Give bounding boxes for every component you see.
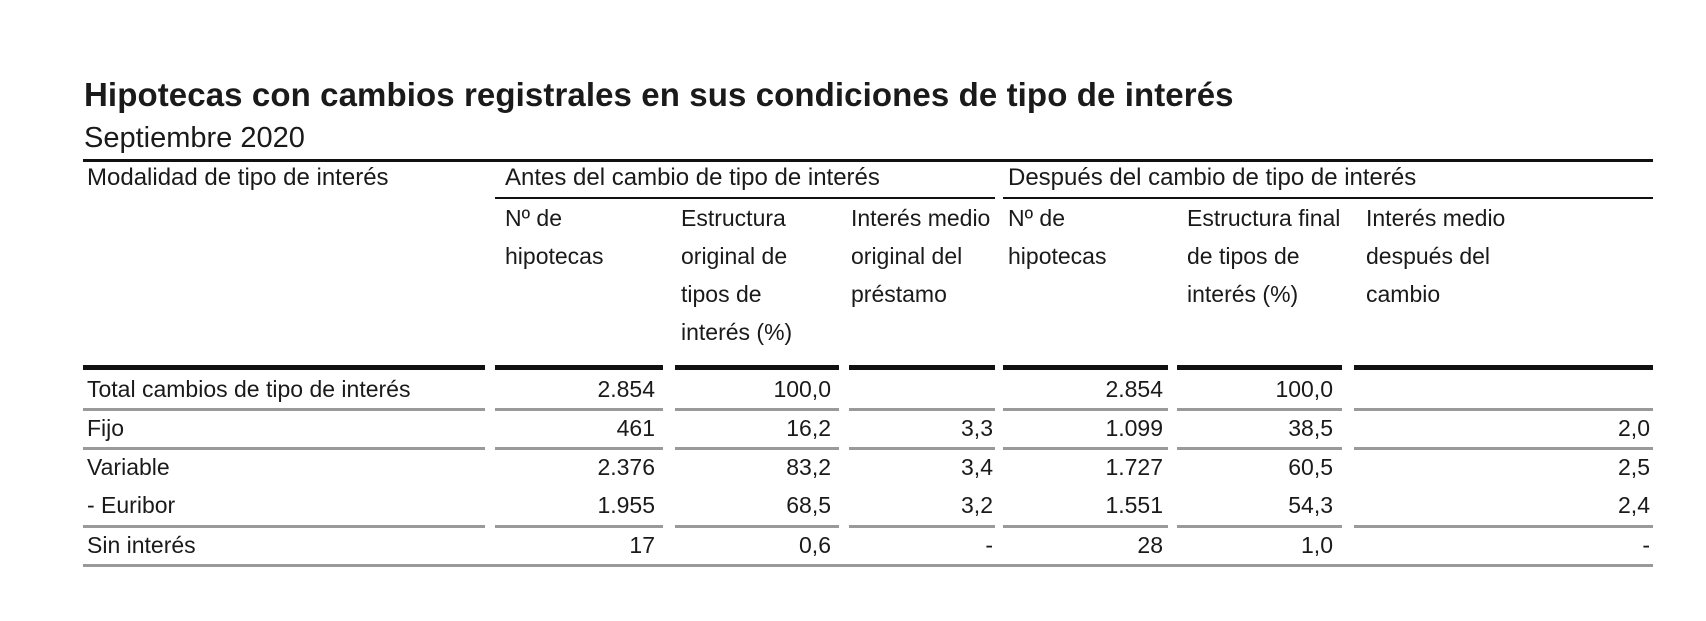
cell: 1.099 [1105, 415, 1163, 441]
row-rule [83, 447, 485, 450]
header-rule [675, 365, 839, 370]
row-rule [1003, 408, 1168, 411]
row-label: - Euribor [87, 492, 176, 518]
col-header-before-structure: Estructura original de tipos de interés … [681, 205, 793, 345]
header-rule [83, 365, 485, 370]
cell: 0,6 [799, 532, 831, 558]
cell: 16,2 [786, 415, 831, 441]
cell: 2,5 [1618, 454, 1650, 480]
row-header-label: Modalidad de tipo de interés [87, 164, 389, 191]
row-rule [1003, 447, 1168, 450]
cell: 2,4 [1618, 492, 1650, 518]
row-rule [1354, 447, 1653, 450]
cell: 1,0 [1301, 532, 1333, 558]
group-rule-after [1003, 197, 1653, 199]
cell: 68,5 [786, 492, 831, 518]
table-title: Hipotecas con cambios registrales en sus… [84, 76, 1234, 113]
cell: 38,5 [1288, 415, 1333, 441]
cell: 3,4 [961, 454, 993, 480]
row-rule [1177, 447, 1342, 450]
row-label: Variable [87, 454, 170, 480]
cell: 100,0 [773, 376, 831, 402]
cell: - [985, 532, 993, 558]
col-header-before-count: Nº de hipotecas [505, 205, 604, 269]
col-header-after-structure: Estructura final de tipos de interés (%) [1187, 205, 1341, 307]
top-rule [83, 159, 1653, 162]
group-header-before: Antes del cambio de tipo de interés [505, 164, 880, 191]
cell: - [1642, 532, 1650, 558]
cell: 83,2 [786, 454, 831, 480]
row-rule [849, 525, 995, 528]
header-rule [1354, 365, 1653, 370]
header-rule [1003, 365, 1168, 370]
row-rule [83, 408, 485, 411]
cell: 28 [1137, 532, 1163, 558]
col-header-after-rate: Interés medio después del cambio [1366, 205, 1506, 307]
row-label: Fijo [87, 415, 125, 441]
cell: 1.955 [597, 492, 655, 518]
row-rule [1354, 408, 1653, 411]
cell: 1.551 [1105, 492, 1163, 518]
header-rule [1177, 365, 1342, 370]
cell: 2,0 [1618, 415, 1650, 441]
cell: 100,0 [1275, 376, 1333, 402]
header-rule [849, 365, 995, 370]
col-header-before-rate: Interés medio original del préstamo [851, 205, 991, 307]
cell: 17 [629, 532, 655, 558]
cell: 54,3 [1288, 492, 1333, 518]
bottom-rule [83, 564, 1653, 567]
cell: 461 [616, 415, 655, 441]
header-rule [495, 365, 663, 370]
row-rule [849, 447, 995, 450]
col-header-after-count: Nº de hipotecas [1008, 205, 1107, 269]
cell: 1.727 [1105, 454, 1163, 480]
group-header-after: Después del cambio de tipo de interés [1008, 164, 1417, 191]
row-rule [675, 525, 839, 528]
cell: 3,2 [961, 492, 993, 518]
row-label: Sin interés [87, 532, 196, 558]
row-rule [675, 447, 839, 450]
row-label: Total cambios de tipo de interés [87, 376, 411, 402]
row-rule [495, 447, 663, 450]
row-rule [849, 408, 995, 411]
row-rule [495, 525, 663, 528]
table-subtitle: Septiembre 2020 [84, 122, 305, 154]
row-rule [1177, 525, 1342, 528]
row-rule [495, 408, 663, 411]
cell: 60,5 [1288, 454, 1333, 480]
row-rule [1354, 525, 1653, 528]
cell: 2.854 [1105, 376, 1163, 402]
row-rule [83, 525, 485, 528]
group-rule-before [495, 197, 995, 199]
row-rule [675, 408, 839, 411]
cell: 3,3 [961, 415, 993, 441]
row-rule [1003, 525, 1168, 528]
cell: 2.854 [597, 376, 655, 402]
row-rule [1177, 408, 1342, 411]
cell: 2.376 [597, 454, 655, 480]
